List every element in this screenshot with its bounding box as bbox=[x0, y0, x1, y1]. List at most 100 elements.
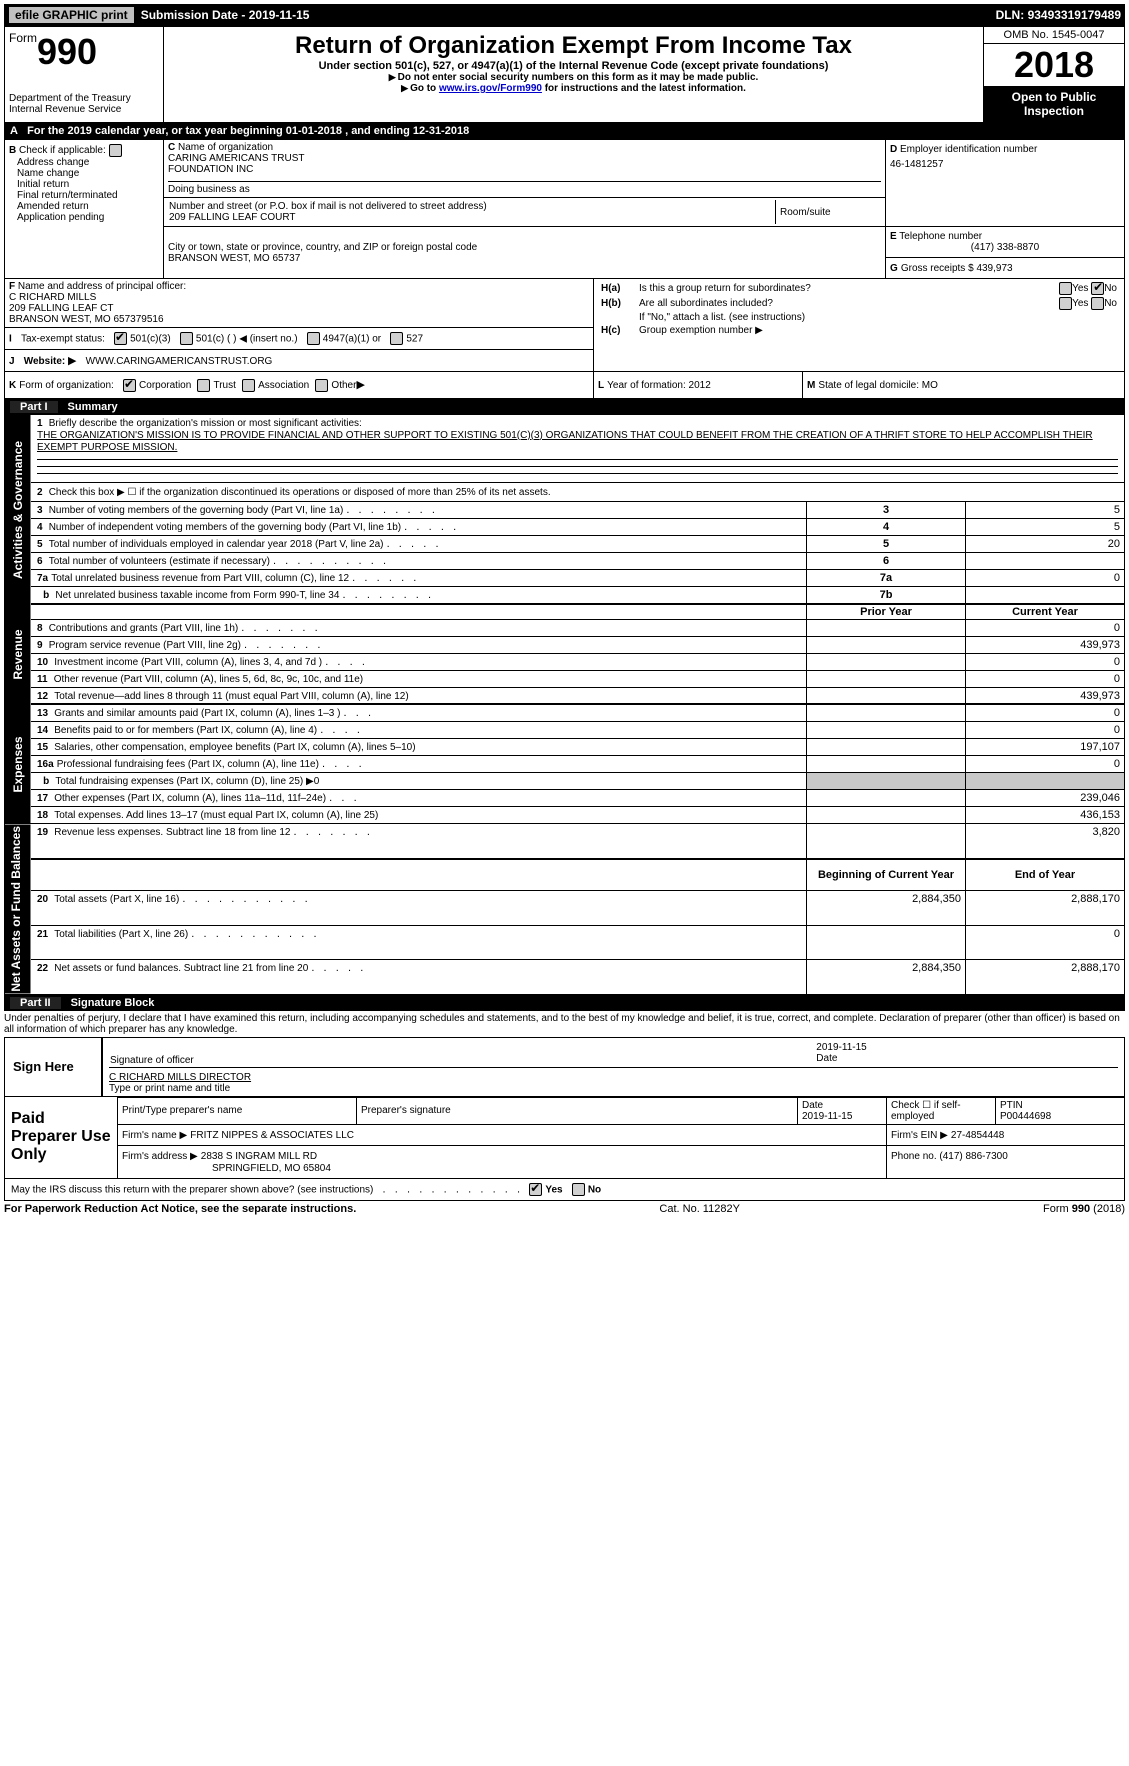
t19: Revenue less expenses. Subtract line 18 … bbox=[54, 827, 290, 838]
t17: Other expenses (Part IX, column (A), lin… bbox=[54, 793, 326, 804]
d-label: Employer identification number bbox=[900, 144, 1037, 155]
firm-ein-label: Firm's EIN ▶ bbox=[891, 1130, 948, 1141]
officer-name-title: C RICHARD MILLS DIRECTOR bbox=[109, 1072, 1118, 1083]
b-check-applicable[interactable] bbox=[109, 144, 122, 157]
v4: 5 bbox=[966, 518, 1125, 535]
c15: 197,107 bbox=[966, 739, 1125, 756]
row-7a: 7a Total unrelated business revenue from… bbox=[5, 569, 1125, 586]
t13: Grants and similar amounts paid (Part IX… bbox=[54, 708, 340, 719]
part-ii-num: Part II bbox=[10, 997, 61, 1009]
b-address-change: Address change bbox=[9, 157, 159, 168]
c13: 0 bbox=[966, 704, 1125, 722]
hb-label: Are all subordinates included? bbox=[638, 296, 1006, 311]
n21: 21 bbox=[37, 929, 48, 940]
submission-label: Submission Date - bbox=[141, 8, 249, 22]
k-opt1: Trust bbox=[213, 380, 235, 391]
n7a: 7a bbox=[37, 573, 48, 584]
c12: 439,973 bbox=[966, 687, 1125, 704]
side-expenses: Expenses bbox=[5, 704, 32, 824]
p14 bbox=[807, 722, 966, 739]
n16a: 16a bbox=[37, 759, 54, 770]
dln-label: DLN: bbox=[996, 8, 1028, 22]
row-6: 6 Total number of volunteers (estimate i… bbox=[5, 552, 1125, 569]
m-label: State of legal domicile: bbox=[818, 380, 921, 391]
k-label: Form of organization: bbox=[19, 380, 114, 391]
firm-addr1: 2838 S INGRAM MILL RD bbox=[201, 1151, 317, 1162]
v3: 5 bbox=[966, 501, 1125, 518]
n8: 8 bbox=[37, 623, 43, 634]
i-opt1: 501(c) ( ) ◀ (insert no.) bbox=[196, 333, 298, 344]
p22: 2,884,350 bbox=[807, 960, 966, 995]
street-label: Number and street (or P.O. box if mail i… bbox=[169, 201, 774, 212]
k-other[interactable] bbox=[315, 379, 328, 392]
hc-label: Group exemption number bbox=[639, 325, 755, 336]
discuss-yes[interactable] bbox=[529, 1183, 542, 1196]
i-501c3[interactable] bbox=[114, 332, 127, 345]
tax-year: 2018 bbox=[984, 44, 1124, 86]
p21 bbox=[807, 925, 966, 960]
row-8: 8 Contributions and grants (Part VIII, l… bbox=[5, 619, 1125, 636]
l-value: 2012 bbox=[689, 380, 711, 391]
discuss-yes-label: Yes bbox=[545, 1184, 562, 1195]
l1-label: Briefly describe the organization's miss… bbox=[49, 418, 362, 429]
t3: Number of voting members of the governin… bbox=[49, 505, 344, 516]
c20: 2,888,170 bbox=[966, 891, 1125, 926]
omb-number: OMB No. 1545-0047 bbox=[984, 27, 1124, 44]
row-12: 12 Total revenue—add lines 8 through 11 … bbox=[5, 687, 1125, 704]
t7a: Total unrelated business revenue from Pa… bbox=[51, 573, 349, 584]
t20: Total assets (Part X, line 16) bbox=[54, 894, 179, 905]
ha-label: Is this a group return for subordinates? bbox=[638, 281, 1006, 296]
firm-name: FRITZ NIPPES & ASSOCIATES LLC bbox=[190, 1130, 354, 1141]
k-opt3: Other bbox=[331, 380, 356, 391]
sig-officer-label: Signature of officer bbox=[110, 1055, 814, 1066]
ha-no-label: No bbox=[1104, 283, 1117, 294]
n19: 19 bbox=[37, 827, 48, 838]
t5: Total number of individuals employed in … bbox=[49, 539, 384, 550]
i-opt0: 501(c)(3) bbox=[130, 333, 171, 344]
k-corp[interactable] bbox=[123, 379, 136, 392]
ha-yes[interactable] bbox=[1059, 282, 1072, 295]
p19 bbox=[807, 824, 966, 860]
ha-yes-label: Yes bbox=[1072, 283, 1088, 294]
k-trust[interactable] bbox=[197, 379, 210, 392]
box5: 5 bbox=[807, 535, 966, 552]
discuss-no[interactable] bbox=[572, 1183, 585, 1196]
i-501c[interactable] bbox=[180, 332, 193, 345]
p16b bbox=[807, 773, 966, 790]
ein-value: 46-1481257 bbox=[890, 159, 1120, 170]
n3: 3 bbox=[37, 505, 43, 516]
hb-yes[interactable] bbox=[1059, 297, 1072, 310]
hb-no[interactable] bbox=[1091, 297, 1104, 310]
col-begin: Beginning of Current Year bbox=[807, 859, 966, 890]
n20: 20 bbox=[37, 894, 48, 905]
row-5: 5 Total number of individuals employed i… bbox=[5, 535, 1125, 552]
i-4947[interactable] bbox=[307, 332, 320, 345]
ha-no[interactable] bbox=[1091, 282, 1104, 295]
row-21: 21 Total liabilities (Part X, line 26) .… bbox=[5, 925, 1125, 960]
p10 bbox=[807, 653, 966, 670]
submission-date: Submission Date - 2019-11-15 bbox=[141, 8, 996, 22]
org-name-2: FOUNDATION INC bbox=[168, 164, 881, 175]
part-ii-name: Signature Block bbox=[61, 997, 155, 1009]
k-assoc[interactable] bbox=[242, 379, 255, 392]
irs-link[interactable]: www.irs.gov/Form990 bbox=[439, 83, 542, 94]
form-subtitle: Under section 501(c), 527, or 4947(a)(1)… bbox=[165, 60, 982, 72]
t12: Total revenue—add lines 8 through 11 (mu… bbox=[54, 691, 408, 702]
website-value: WWW.CARINGAMERICANSTRUST.ORG bbox=[86, 356, 273, 367]
p13 bbox=[807, 704, 966, 722]
sig-date: 2019-11-15 bbox=[816, 1042, 1117, 1053]
t10: Investment income (Part VIII, column (A)… bbox=[54, 657, 322, 668]
row-15: 15 Salaries, other compensation, employe… bbox=[5, 739, 1125, 756]
dba-label: Doing business as bbox=[168, 181, 881, 195]
t16b: Total fundraising expenses (Part IX, col… bbox=[55, 776, 319, 787]
part-i-num: Part I bbox=[10, 401, 58, 413]
i-527[interactable] bbox=[390, 332, 403, 345]
city-value: BRANSON WEST, MO 65737 bbox=[168, 253, 881, 264]
box4: 4 bbox=[807, 518, 966, 535]
box6: 6 bbox=[807, 552, 966, 569]
footer: For Paperwork Reduction Act Notice, see … bbox=[4, 1201, 1125, 1215]
date-label: Date bbox=[816, 1053, 1117, 1064]
f-h-block: F Name and address of principal officer:… bbox=[4, 279, 1125, 372]
c16a: 0 bbox=[966, 756, 1125, 773]
b-application-pending: Application pending bbox=[9, 212, 159, 223]
